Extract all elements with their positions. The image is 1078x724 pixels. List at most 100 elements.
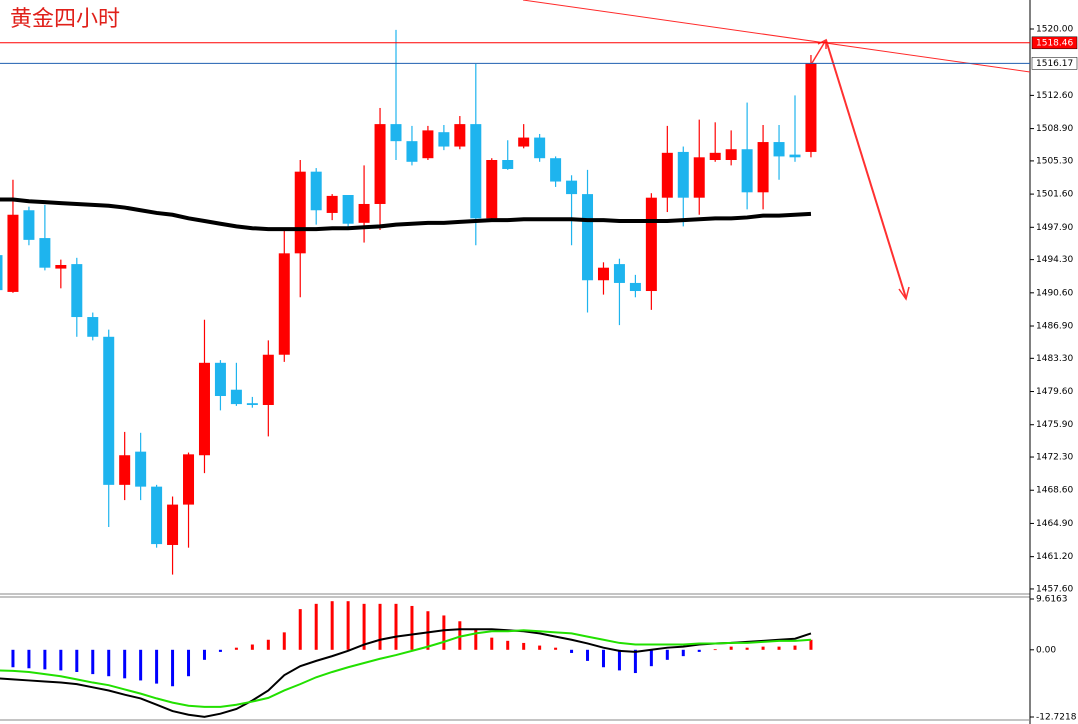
- candle-body: [358, 203, 370, 223]
- arrow-down: [825, 39, 907, 299]
- candle-body: [326, 195, 338, 213]
- candle-body: [71, 264, 83, 318]
- y-tick-label: 1461.20: [1036, 552, 1073, 562]
- candle-body: [374, 124, 386, 204]
- candle-body: [550, 158, 562, 182]
- candle-body: [278, 253, 290, 355]
- histogram-bar: [777, 646, 781, 650]
- histogram-bar: [218, 649, 222, 652]
- histogram-bar: [107, 649, 111, 677]
- candle-body: [103, 336, 115, 485]
- candle-body: [709, 152, 721, 161]
- candle-body: [167, 504, 179, 545]
- histogram-bar: [538, 645, 542, 650]
- histogram-bar: [362, 603, 366, 650]
- histogram-bar: [346, 601, 350, 650]
- histogram-bar: [490, 637, 494, 650]
- histogram-bar: [426, 611, 430, 650]
- candle-body: [613, 264, 625, 283]
- y-tick-label: 1520.00: [1036, 24, 1073, 34]
- histogram-bar: [586, 649, 590, 661]
- histogram-bar: [458, 621, 462, 650]
- y-tick-label: 1479.60: [1036, 387, 1073, 397]
- candle-body: [645, 197, 657, 292]
- y-tick-label: 1494.30: [1036, 255, 1073, 265]
- histogram-bar: [745, 647, 749, 650]
- candle-body: [725, 149, 737, 161]
- histogram-bar: [266, 639, 270, 650]
- price-label: 1516.17: [1036, 59, 1073, 69]
- y-tick-label: 1457.60: [1036, 584, 1073, 594]
- histogram-bar: [570, 649, 574, 653]
- candle-body: [151, 486, 163, 545]
- candle-body: [342, 195, 354, 224]
- candle-body: [119, 455, 131, 485]
- y-tick-label: 1505.30: [1036, 156, 1073, 166]
- chart-title: 黄金四小时: [10, 7, 120, 32]
- candle-body: [406, 141, 418, 162]
- histogram-bar: [59, 649, 63, 671]
- y-tick-label: 1501.60: [1036, 190, 1073, 200]
- histogram-bar: [506, 640, 510, 650]
- histogram-bar: [187, 649, 191, 677]
- trend-line: [522, 0, 1031, 73]
- indicator-line: [0, 629, 812, 708]
- candle-body: [55, 264, 67, 269]
- candle-body: [757, 142, 769, 193]
- candle-body: [438, 132, 450, 147]
- candle-body: [87, 317, 99, 337]
- candle-body: [230, 389, 242, 405]
- histogram-bar: [617, 649, 621, 671]
- candle-body: [693, 157, 705, 198]
- candle-body: [454, 124, 466, 147]
- indicator-line: [0, 628, 812, 718]
- candle-body: [0, 255, 3, 291]
- marks: 1520.00 1512.60 1508.90 1505.30 1501.60 1497.…: [0, 24, 1077, 723]
- candle-body: [629, 282, 641, 292]
- candle-body: [518, 137, 530, 147]
- candle-body: [7, 214, 19, 292]
- histogram-bar: [314, 603, 318, 650]
- candle-body: [566, 180, 578, 195]
- y-tick-label: 1490.60: [1036, 288, 1073, 298]
- price-label-box: [1031, 36, 1078, 50]
- histogram-bar: [809, 639, 813, 650]
- y-tick-label: 1508.90: [1036, 124, 1073, 134]
- arrow-up: [811, 39, 827, 64]
- histogram-bar: [442, 615, 446, 650]
- candle-body: [422, 130, 434, 159]
- histogram-bar: [522, 642, 526, 650]
- y-tick-label: 1468.60: [1036, 486, 1073, 496]
- candle-body: [805, 63, 817, 152]
- histogram-bar: [75, 649, 79, 672]
- candle-body: [502, 160, 514, 169]
- candle-body: [135, 451, 147, 487]
- candle-body: [661, 152, 673, 198]
- arrow-head: [898, 286, 910, 301]
- histogram-bar: [298, 609, 302, 650]
- indicator-line: [0, 197, 812, 232]
- histogram-bar: [27, 649, 31, 669]
- y-tick-label: 1472.30: [1036, 453, 1073, 463]
- histogram-bar: [681, 649, 685, 657]
- y-tick-label: 1512.60: [1036, 91, 1073, 101]
- candle-body: [470, 124, 482, 219]
- histogram-bar: [633, 649, 637, 674]
- y-tick-label: 1486.90: [1036, 322, 1073, 332]
- histogram-bar: [697, 649, 701, 652]
- candle-body: [677, 151, 689, 198]
- histogram-bar: [665, 649, 669, 660]
- histogram-bar: [554, 647, 558, 650]
- y-tick-label: 1464.90: [1036, 519, 1073, 529]
- histogram-bar: [474, 629, 478, 650]
- candle-body: [773, 142, 785, 157]
- histogram-bar: [394, 603, 398, 650]
- y-tick-label: 1497.90: [1036, 223, 1073, 233]
- histogram-bar: [649, 649, 653, 667]
- histogram-bar: [202, 649, 206, 660]
- histogram-bar: [234, 647, 238, 650]
- candle-body: [294, 171, 306, 254]
- histogram-bar: [729, 646, 733, 650]
- candle-body: [246, 403, 258, 405]
